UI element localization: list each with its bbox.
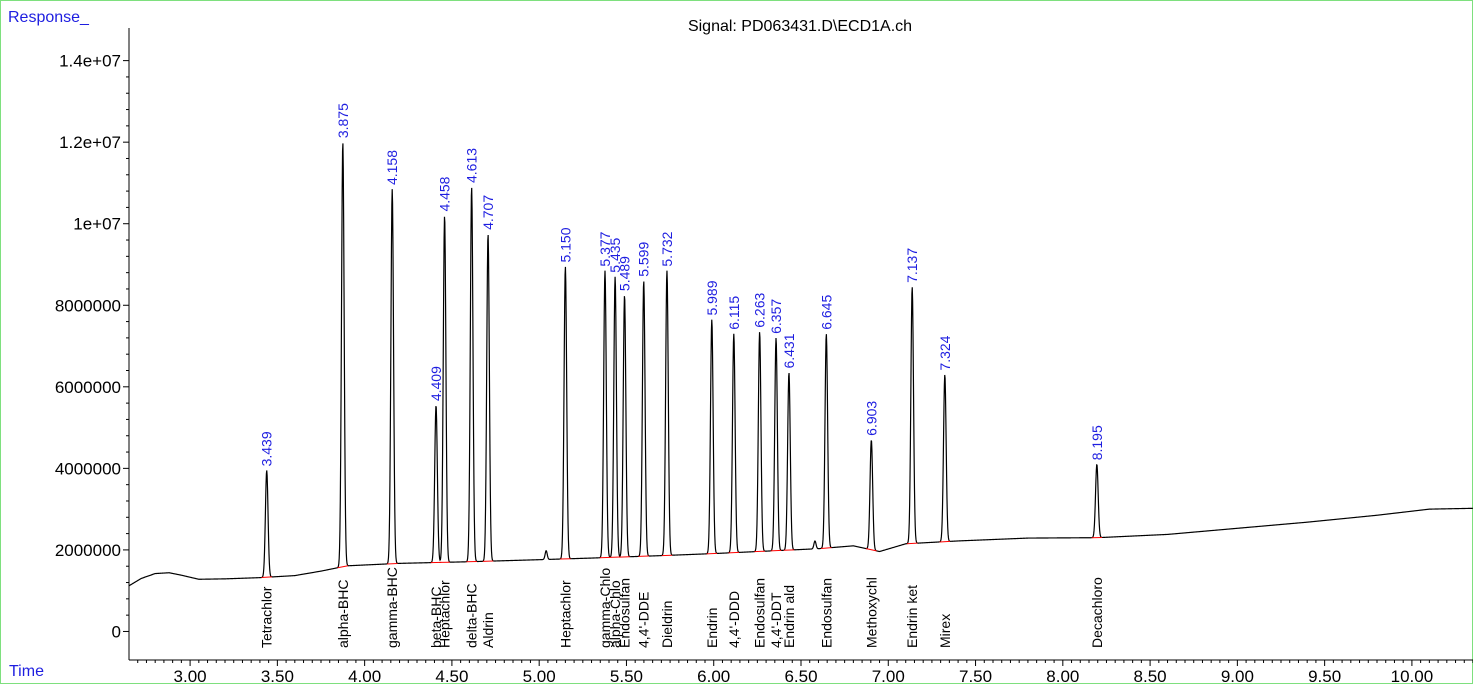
y-tick-label: 4000000 — [55, 459, 121, 478]
compound-name-label: Endosulfan — [752, 578, 768, 648]
peak-rt-label: 6.903 — [863, 401, 879, 436]
compound-name-label: beta-BHC — [428, 587, 444, 648]
compound-name-label: alpha-Chlo — [607, 580, 623, 648]
x-tick-label: 9.00 — [1221, 667, 1254, 684]
peak-rt-label: 5.489 — [617, 256, 633, 291]
peak-rt-label: 7.137 — [904, 248, 920, 283]
peak-rt-label: 5.732 — [659, 231, 675, 266]
peak-rt-label: 4.158 — [384, 150, 400, 185]
compound-labels: Tetrachlor alpha-BHC gamma-BHC beta-BHCHept… — [259, 567, 1105, 648]
x-axis-label: Time — [9, 663, 44, 680]
x-tick-label: 5.00 — [523, 667, 556, 684]
compound-name-label: alpha-BHC — [335, 580, 351, 648]
compound-name-label: Decachloro — [1089, 577, 1105, 648]
peak-rt-label: 6.431 — [781, 333, 797, 368]
peak-rt-label: 5.989 — [704, 280, 720, 315]
compound-name-label: Endrin ket — [904, 585, 920, 648]
peak-rt-label: 4.707 — [480, 195, 496, 230]
peak-rt-label: 5.377 — [597, 231, 613, 266]
x-tick-label: 8.00 — [1046, 667, 1079, 684]
peak-rt-label: 6.115 — [726, 296, 742, 330]
compound-name-label: Mirex — [937, 614, 953, 648]
peak-rt-label: 5.150 — [557, 227, 573, 262]
y-tick-label: 1.2e+07 — [59, 133, 121, 152]
peak-rt-label: 3.875 — [335, 103, 351, 138]
peak-rt-label: 3.439 — [259, 431, 275, 466]
x-tick-label: 6.50 — [784, 667, 817, 684]
compound-name-label: Endosulfan — [617, 578, 633, 648]
y-tick-label: 1e+07 — [73, 215, 121, 234]
signal-title: Signal: PD063431.D\ECD1A.ch — [688, 18, 912, 35]
y-tick-label: 2000000 — [55, 541, 121, 560]
peak-rt-label: 7.324 — [937, 335, 953, 370]
integration-baseline — [865, 548, 877, 552]
peak-rt-label: 4.458 — [437, 176, 453, 211]
peak-rt-label: 6.357 — [768, 299, 784, 334]
x-tick-label: 7.00 — [872, 667, 905, 684]
integration-baseline — [821, 547, 832, 549]
compound-name-label: Tetrachlor — [259, 586, 275, 648]
x-tick-label: 6.00 — [697, 667, 730, 684]
compound-name-label: gamma-BHC — [384, 567, 400, 648]
compound-name-label: Dieldrin — [659, 601, 675, 648]
compound-name-label: 4,4'-DDE — [636, 592, 652, 648]
x-tick-label: 3.00 — [174, 667, 207, 684]
peak-rt-label: 6.645 — [818, 295, 834, 330]
signal-trace — [128, 143, 1473, 587]
x-tick-label: 8.50 — [1134, 667, 1167, 684]
compound-name-label: 4,4'-DDT — [768, 592, 784, 648]
chromatogram-trace — [128, 143, 1473, 587]
integration-baseline — [261, 576, 272, 579]
x-tick-label: 7.50 — [959, 667, 992, 684]
x-tick-label: 4.50 — [435, 667, 468, 684]
compound-name-label: 4,4'-DDD — [726, 591, 742, 648]
compound-name-label: Heptachlor — [557, 580, 573, 648]
x-axis-ticks: 3.00 3.50 4.00 4.50 5.00 5.50 6.00 6.50 7.00 7.50… — [137, 660, 1473, 684]
peak-rt-label: 8.195 — [1089, 425, 1105, 460]
x-tick-label: 5.50 — [610, 667, 643, 684]
y-tick-label: 8000000 — [55, 296, 121, 315]
x-tick-label: 4.00 — [348, 667, 381, 684]
compound-name-label: Endrin — [704, 608, 720, 648]
x-tick-label: 9.50 — [1308, 667, 1341, 684]
x-tick-label: 10.00 — [1391, 667, 1434, 684]
compound-name-label: gamma-Chlo — [597, 568, 613, 648]
y-tick-label: 1.4e+07 — [59, 52, 121, 71]
peak-rt-label: 5.435 — [607, 237, 623, 272]
compound-name-label: Heptachlor — [437, 580, 453, 648]
y-axis-label: Response_ — [8, 9, 89, 26]
peak-rt-label: 5.599 — [636, 242, 652, 277]
compound-name-label: Methoxychl — [863, 577, 879, 648]
integration-baseline — [939, 540, 951, 543]
peak-rt-label: 6.263 — [752, 293, 768, 328]
compound-name-label: Endrin ald — [781, 585, 797, 648]
integration-baseline — [337, 565, 349, 569]
y-tick-label: 0 — [112, 622, 121, 641]
compound-name-label: Endosulfan — [818, 578, 834, 648]
compound-name-label: Aldrin — [480, 612, 496, 648]
compound-name-label: delta-BHC — [464, 583, 480, 648]
x-tick-label: 3.50 — [261, 667, 294, 684]
y-tick-label: 6000000 — [55, 378, 121, 397]
peak-rt-label: 4.613 — [464, 148, 480, 183]
y-axis-ticks: 0 2000000 4000000 6000000 8000000 1e+07 1.2e+0… — [55, 52, 129, 641]
integration-baseline — [906, 542, 918, 545]
peak-rt-label: 4.409 — [428, 366, 444, 401]
